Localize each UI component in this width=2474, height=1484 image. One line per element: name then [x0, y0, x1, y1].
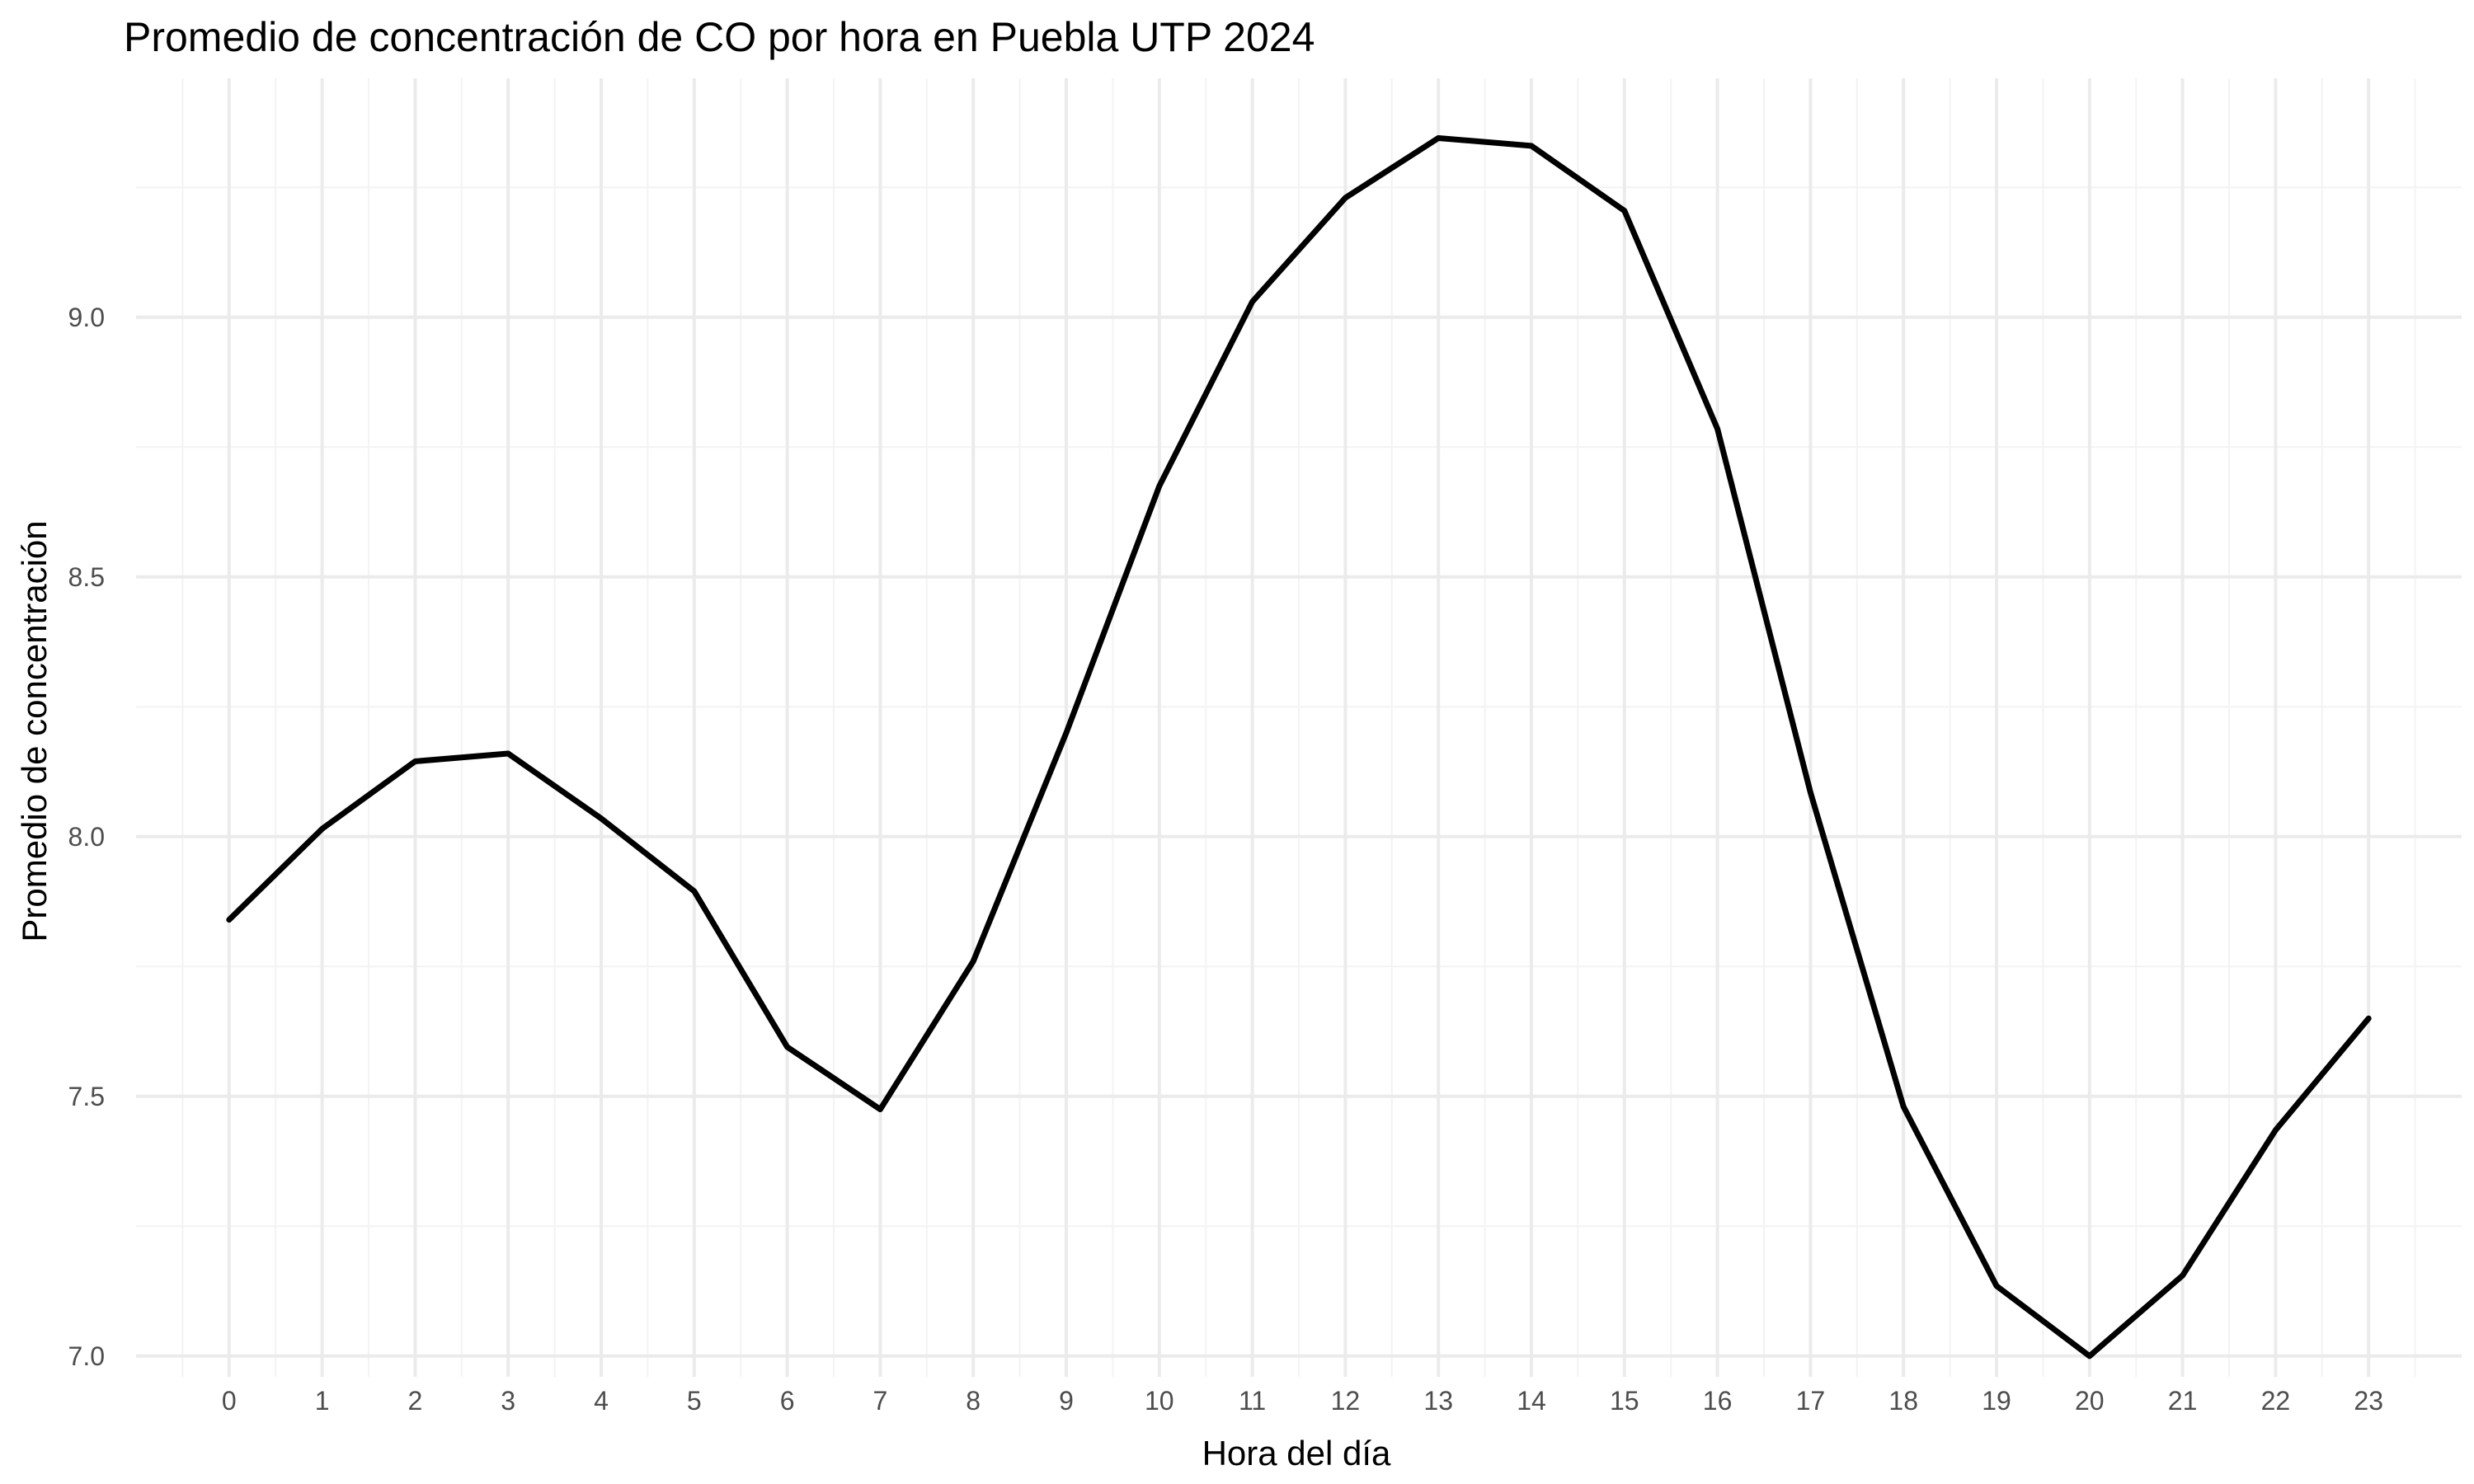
x-tick-label: 19 — [1982, 1386, 2011, 1416]
x-tick-label: 9 — [1059, 1386, 1074, 1416]
data-point — [1064, 730, 1070, 735]
x-tick-label: 17 — [1796, 1386, 1826, 1416]
y-tick-label: 7.0 — [68, 1341, 105, 1371]
y-axis-title: Promedio de concentración — [15, 520, 54, 942]
data-point — [1436, 135, 1442, 141]
data-point — [1343, 195, 1348, 200]
y-tick-label: 9.0 — [68, 303, 105, 332]
x-axis-ticks: 0 1 2 3 4 5 6 7 8 9 10 11 12 13 14 15 16 17 18 19 20 21 22 23 — [222, 1386, 2383, 1416]
chart-title: Promedio de concentración de CO por hora… — [124, 14, 1315, 60]
data-point — [877, 1106, 883, 1112]
data-point — [691, 888, 697, 894]
x-tick-label: 7 — [873, 1386, 888, 1416]
data-point — [1994, 1283, 2000, 1289]
data-point — [319, 826, 325, 832]
x-tick-label: 10 — [1145, 1386, 1174, 1416]
x-tick-label: 22 — [2261, 1386, 2291, 1416]
y-axis-ticks: 7.0 7.5 8.0 8.5 9.0 — [68, 303, 105, 1371]
y-tick-label: 8.5 — [68, 562, 105, 592]
x-tick-label: 23 — [2354, 1386, 2383, 1416]
x-tick-label: 5 — [687, 1386, 702, 1416]
x-tick-label: 13 — [1423, 1386, 1453, 1416]
data-point — [506, 751, 511, 757]
x-tick-label: 0 — [222, 1386, 237, 1416]
y-tick-label: 7.5 — [68, 1082, 105, 1111]
x-axis-title: Hora del día — [1202, 1434, 1391, 1472]
x-tick-label: 6 — [780, 1386, 795, 1416]
data-point — [412, 758, 418, 764]
x-tick-label: 16 — [1703, 1386, 1733, 1416]
data-point — [226, 917, 232, 923]
x-tick-label: 21 — [2168, 1386, 2198, 1416]
data-point — [1156, 483, 1162, 489]
data-point — [1714, 426, 1720, 432]
x-tick-label: 2 — [408, 1386, 423, 1416]
data-point — [1529, 143, 1535, 148]
series-line — [226, 134, 2372, 1360]
series-group — [226, 134, 2372, 1360]
x-tick-label: 4 — [594, 1386, 609, 1416]
y-tick-label: 8.0 — [68, 822, 105, 852]
data-point — [784, 1044, 790, 1050]
x-tick-label: 12 — [1331, 1386, 1361, 1416]
data-point — [599, 815, 604, 821]
data-point — [2086, 1353, 2092, 1359]
data-point — [2273, 1127, 2279, 1133]
x-tick-label: 15 — [1610, 1386, 1639, 1416]
x-tick-label: 11 — [1239, 1386, 1266, 1416]
x-tick-label: 1 — [315, 1386, 330, 1416]
data-point — [1621, 208, 1627, 214]
data-point — [1249, 298, 1255, 304]
x-tick-label: 14 — [1517, 1386, 1546, 1416]
x-tick-label: 18 — [1888, 1386, 1918, 1416]
x-tick-label: 20 — [2075, 1386, 2105, 1416]
x-tick-label: 3 — [501, 1386, 515, 1416]
x-tick-label: 8 — [966, 1386, 981, 1416]
data-point — [2366, 1016, 2372, 1021]
major-grid — [136, 78, 2462, 1377]
data-point — [1901, 1104, 1907, 1110]
data-point — [2180, 1273, 2185, 1279]
data-point — [1808, 790, 1813, 796]
data-point — [971, 959, 976, 965]
minor-grid — [136, 78, 2462, 1377]
